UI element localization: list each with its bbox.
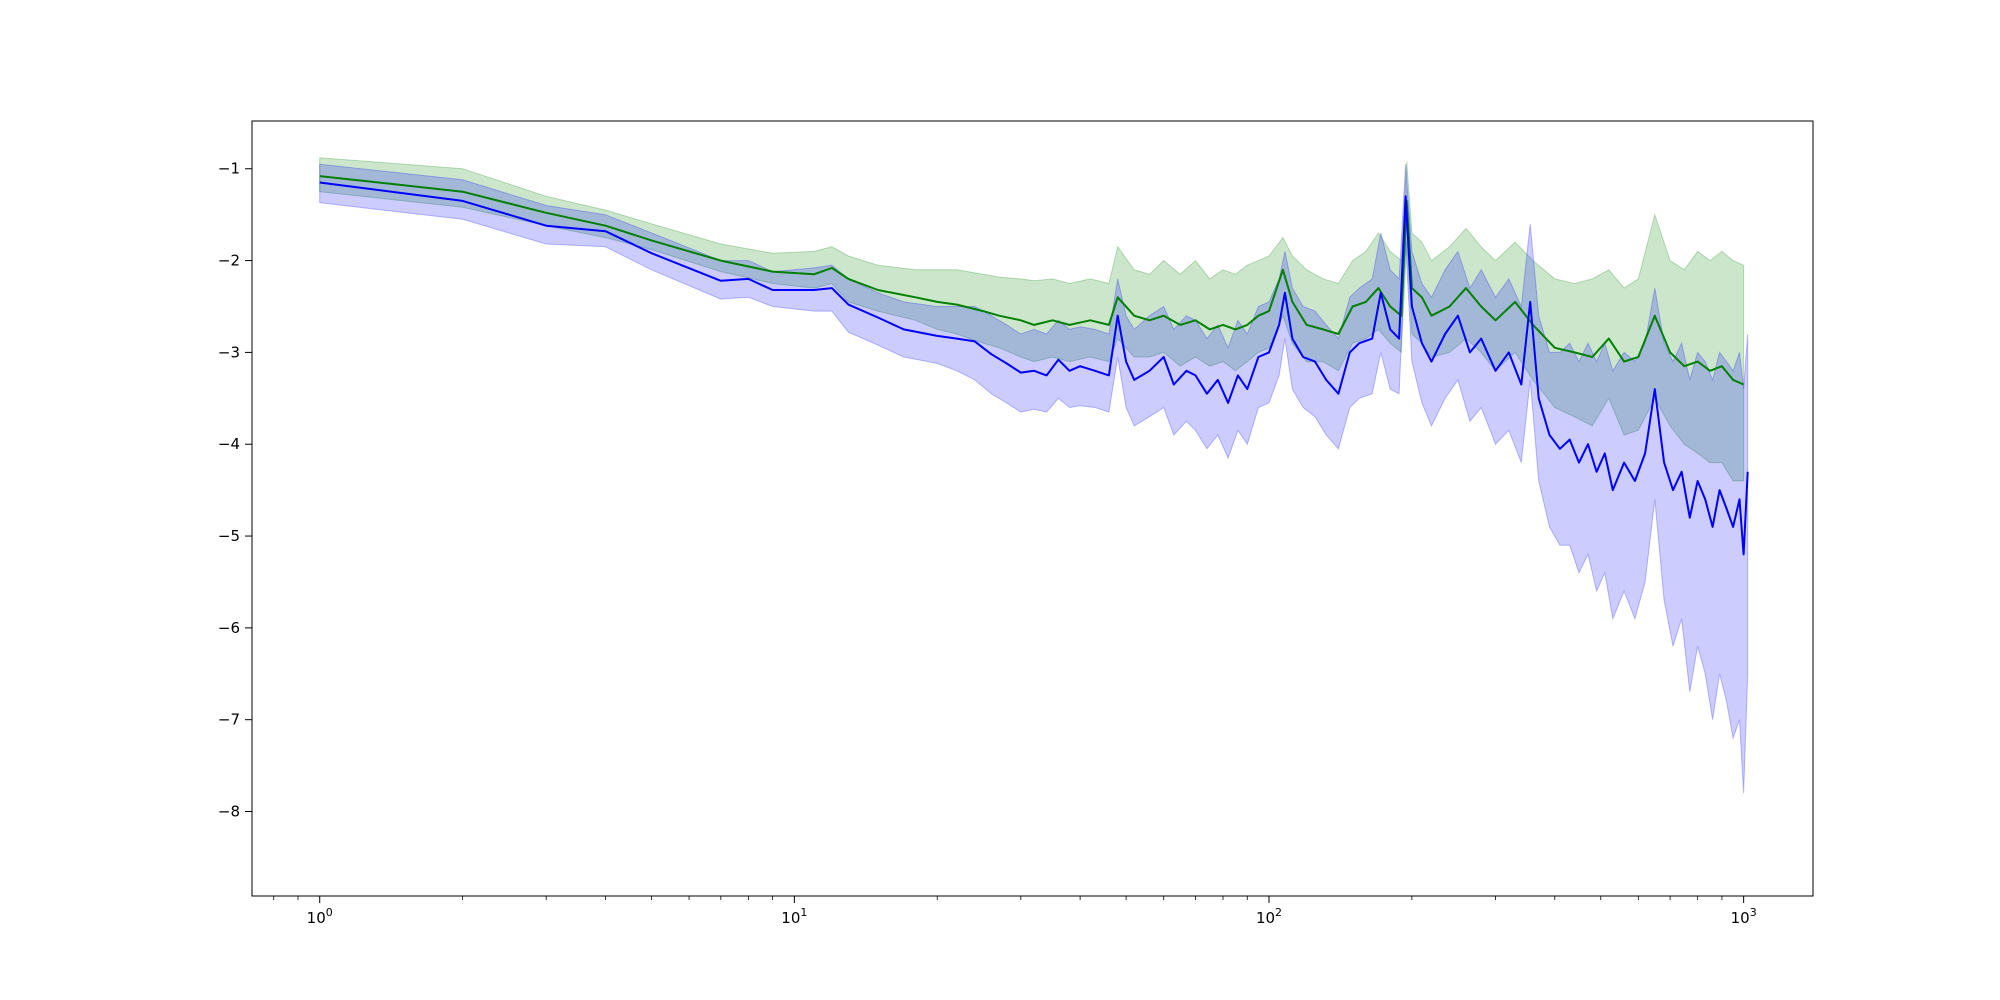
x-tick-label: 100 (307, 906, 333, 927)
series-lines (319, 175, 1749, 556)
x-tick-label: 103 (1731, 906, 1757, 927)
y-tick-label: −4 (218, 435, 240, 453)
y-tick-label: −5 (218, 527, 240, 545)
series-2-band (319, 163, 1749, 794)
x-tick-label: 101 (781, 906, 807, 927)
confidence-bands (319, 157, 1749, 794)
x-axis: 100 101 102 103 (273, 896, 1757, 927)
series-1-line (319, 175, 1745, 386)
y-tick-label: −8 (218, 803, 240, 821)
y-tick-label: −1 (218, 160, 240, 178)
y-tick-label: −2 (218, 252, 240, 270)
y-axis: −1 −2 −3 −4 −5 −6 −7 −8 (218, 160, 252, 821)
y-tick-label: −7 (218, 711, 240, 729)
series-2-line (319, 181, 1749, 556)
series-1-band (319, 157, 1745, 482)
y-tick-label: −6 (218, 619, 240, 637)
y-tick-label: −3 (218, 343, 240, 361)
x-tick-label: 102 (1256, 906, 1282, 927)
plot-frame (251, 120, 1814, 897)
